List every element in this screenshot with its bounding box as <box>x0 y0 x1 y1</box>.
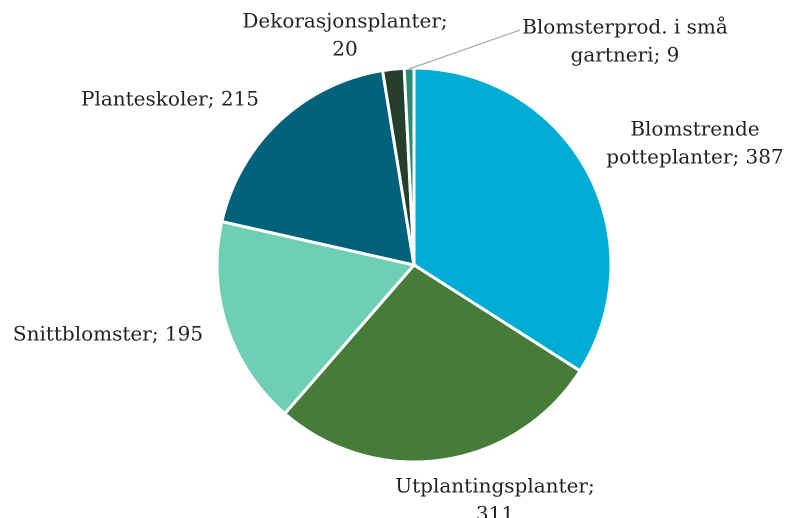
leader-line <box>408 29 521 70</box>
data-label: Blomstrende <box>630 117 759 141</box>
data-label: Dekorasjonsplanter; <box>242 9 447 33</box>
data-label: Blomsterprod. i små <box>522 15 728 39</box>
pie-slice <box>220 68 416 267</box>
pie-slice <box>402 66 416 266</box>
data-label: 20 <box>332 37 357 61</box>
data-label: Snittblomster; 195 <box>13 322 203 346</box>
data-label: Utplantingsplanter; <box>395 474 594 498</box>
pie-slice <box>215 219 417 416</box>
data-label: gartneri; 9 <box>571 43 680 67</box>
pie-slice <box>282 263 583 464</box>
data-label: potteplanter; 387 <box>606 145 783 169</box>
data-label: Planteskoler; 215 <box>81 87 259 111</box>
data-label: 311 <box>476 502 514 518</box>
